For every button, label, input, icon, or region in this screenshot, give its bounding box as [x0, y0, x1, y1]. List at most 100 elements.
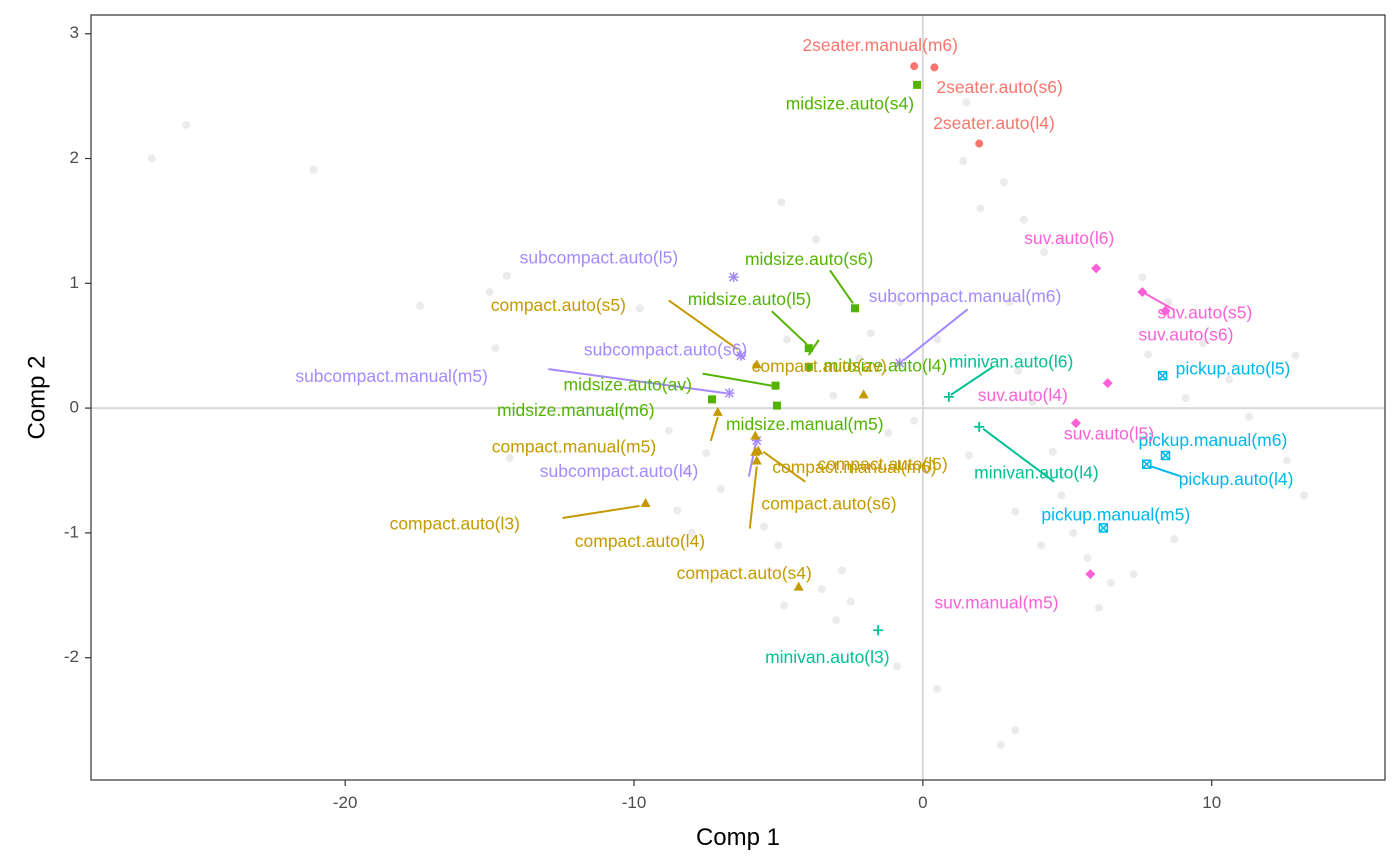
point-labels: 2seater.manual(m6) 2seater.auto(s6) 2seate… [295, 35, 1293, 667]
leader-line [548, 368, 726, 395]
background-point [866, 329, 875, 338]
background-point [774, 541, 783, 550]
point-label: subcompact.auto(s6) [584, 339, 747, 359]
background-point [682, 466, 691, 475]
background-point [780, 601, 789, 610]
point-label: compact.auto(av) [752, 356, 887, 376]
background-point [1057, 235, 1066, 244]
boxed-x-marker [1141, 459, 1152, 470]
diamond-marker [1102, 378, 1113, 389]
boxed-x-marker [1160, 450, 1171, 461]
triangle-marker [793, 581, 804, 591]
y-tick-label: 2 [70, 148, 79, 167]
point-label: 2seater.auto(s6) [936, 77, 1062, 97]
leader-line [702, 372, 772, 387]
background-point [832, 616, 841, 625]
square-marker [850, 304, 859, 313]
circle-marker [930, 63, 939, 72]
background-point [1291, 351, 1300, 360]
point-label: suv.auto(l6) [1024, 228, 1114, 248]
background-point [1011, 507, 1020, 516]
background-point [702, 449, 711, 458]
point-label: minivan.auto(l6) [949, 352, 1074, 372]
background-point [976, 204, 985, 213]
asterisk-marker [894, 358, 905, 369]
background-point [1057, 491, 1066, 500]
background-points [147, 98, 1309, 750]
background-point [1300, 491, 1309, 500]
background-point [959, 157, 968, 166]
triangle-marker [751, 359, 762, 369]
x-tick-label: 10 [1202, 793, 1221, 812]
boxed-x-marker [1098, 523, 1109, 533]
x-tick-label: -20 [333, 793, 358, 812]
point-label: midsize.auto(l5) [688, 289, 812, 309]
triangle-marker [751, 455, 762, 465]
background-point [1129, 570, 1138, 579]
point-label: pickup.auto(l5) [1176, 358, 1291, 378]
square-marker [708, 395, 717, 404]
background-point [1199, 339, 1208, 348]
diamond-marker [1070, 418, 1081, 429]
square-marker [804, 344, 813, 353]
background-point [777, 198, 786, 207]
triangle-marker [712, 406, 723, 416]
background-point [1181, 394, 1190, 403]
point-label: midsize.manual(m6) [497, 400, 655, 420]
boxed-x-marker [1157, 370, 1168, 381]
leader-line [748, 466, 758, 529]
diamond-marker [1085, 569, 1096, 580]
square-marker [804, 362, 813, 371]
background-point [485, 288, 494, 297]
x-tick-label: 0 [918, 793, 927, 812]
asterisk-marker [751, 435, 762, 446]
asterisk-marker [724, 388, 735, 399]
background-point [1083, 553, 1092, 562]
background-point [673, 506, 682, 515]
y-tick-label: -2 [64, 647, 79, 666]
background-point [996, 741, 1005, 750]
point-label: compact.auto(s5) [491, 295, 626, 315]
asterisk-marker [728, 272, 739, 283]
data-points [640, 62, 1171, 636]
point-label: compact.manual(m5) [492, 436, 656, 456]
reference-lines [91, 15, 1385, 780]
background-point [962, 98, 971, 107]
background-point [924, 466, 933, 475]
asterisk-marker [735, 350, 746, 361]
point-label: pickup.auto(l4) [1179, 469, 1294, 489]
background-point [635, 304, 644, 313]
point-label: 2seater.auto(l4) [933, 113, 1055, 133]
background-point [933, 335, 942, 344]
diamond-marker [1137, 287, 1148, 298]
background-point [965, 451, 974, 460]
leader-line [709, 416, 719, 442]
circle-marker [910, 62, 919, 71]
point-label: compact.auto(s4) [677, 563, 812, 583]
background-point [1216, 439, 1225, 448]
point-label: pickup.manual(m6) [1138, 430, 1287, 450]
leader-line [950, 366, 994, 396]
background-point [147, 154, 156, 163]
point-label: suv.auto(s5) [1157, 303, 1252, 323]
background-point [1011, 726, 1020, 735]
y-tick-label: 3 [70, 23, 79, 42]
plus-marker [943, 391, 954, 402]
point-label: midsize.manual(m5) [726, 414, 884, 434]
background-point [1019, 215, 1028, 224]
point-label: compact.auto(l3) [390, 514, 520, 534]
background-point [783, 335, 792, 344]
background-point [1282, 456, 1291, 465]
square-marker [771, 381, 780, 390]
background-point [1069, 528, 1078, 537]
y-axis-title: Comp 2 [23, 355, 50, 439]
background-point [1048, 447, 1057, 456]
background-point [817, 585, 826, 594]
point-label: compact.auto(l5) [817, 454, 947, 474]
triangle-marker [750, 430, 761, 440]
point-label: suv.auto(s6) [1138, 324, 1233, 344]
triangle-marker [750, 446, 761, 456]
plot-panel-border [90, 14, 1386, 781]
point-label: midsize.auto(l4) [824, 356, 948, 376]
